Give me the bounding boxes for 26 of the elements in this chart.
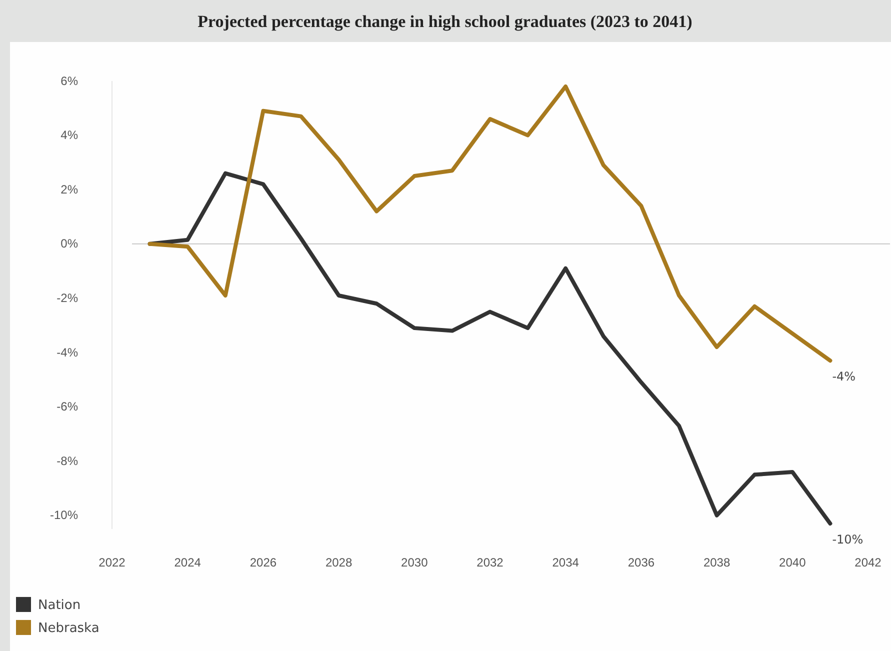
x-tick-label: 2026 [250,555,277,570]
x-tick-label: 2024 [174,555,202,570]
data-label: -4% [832,370,856,384]
chart-title: Projected percentage change in high school graduates (2023 to 2041) [198,12,692,31]
y-tick-label: 0% [60,236,78,251]
y-tick-label: -10% [50,508,78,522]
x-tick-label: 2042 [854,555,882,570]
legend-label: Nation [38,598,81,613]
y-tick-label: -2% [56,291,78,306]
x-tick-label: 2022 [98,555,126,570]
x-tick-label: 2030 [401,555,428,570]
y-tick-label: -4% [56,345,78,360]
line-series [148,84,832,363]
y-tick-label: -6% [56,400,78,414]
x-tick-label: 2032 [476,555,504,570]
legend-label: Nebraska [38,620,100,636]
x-tick-label: 2034 [552,555,580,570]
y-tick-label: 2% [60,182,78,196]
x-tick-label: 2028 [325,555,352,570]
y-tick-label: 6% [60,74,78,88]
y-tick-label: -8% [56,454,78,468]
y-tick-label: 4% [60,128,78,142]
x-tick-label: 2036 [628,555,655,570]
x-tick-label: 2038 [703,555,730,570]
data-label: -10% [832,532,864,547]
x-tick-label: 2040 [779,555,806,570]
